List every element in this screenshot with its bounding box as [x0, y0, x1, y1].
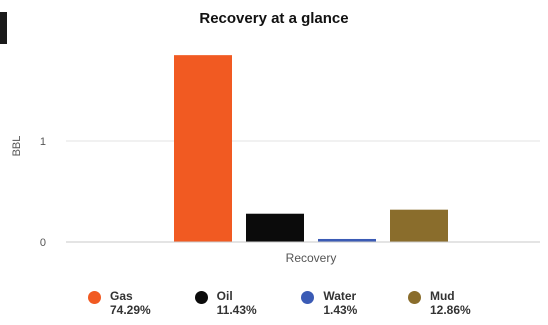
legend-swatch: [194, 291, 208, 304]
legend-label: Mud: [429, 289, 455, 303]
y-axis-ticks: 01: [40, 136, 46, 249]
y-tick-label: 0: [40, 237, 46, 249]
legend-percentage: 12.86%: [429, 303, 471, 317]
legend-swatch: [88, 291, 101, 304]
legend-percentage: 11.43%: [216, 303, 257, 317]
bar-gas[interactable]: [174, 55, 232, 243]
bars: [174, 55, 448, 243]
left-edge-marker: [0, 12, 7, 44]
y-tick-label: 1: [40, 136, 46, 148]
bar-mud[interactable]: [390, 209, 448, 242]
x-axis-label: Recovery: [286, 251, 337, 265]
legend-item-mud[interactable]: Mud 12.86%: [407, 289, 508, 323]
legend-percentage: 74.29%: [110, 303, 151, 317]
bar-water[interactable]: [318, 238, 376, 242]
legend-percentage: 1.43%: [323, 303, 358, 317]
legend-label: Oil: [216, 289, 233, 303]
legend: Gas 74.29% Oil 11.43% Water 1.43% Mud 12.86%: [88, 289, 508, 323]
legend-label: Gas: [110, 289, 133, 303]
chart-title: Recovery at a glance: [199, 10, 349, 27]
legend-item-oil[interactable]: Oil 11.43%: [194, 289, 295, 323]
bar-oil[interactable]: [246, 213, 304, 242]
legend-item-water[interactable]: Water 1.43%: [301, 289, 401, 323]
legend-label: Water: [323, 289, 357, 303]
y-axis-label: BBL: [11, 136, 23, 157]
legend-swatch: [301, 291, 315, 304]
legend-item-gas[interactable]: Gas 74.29%: [88, 289, 188, 323]
legend-swatch: [407, 291, 421, 304]
